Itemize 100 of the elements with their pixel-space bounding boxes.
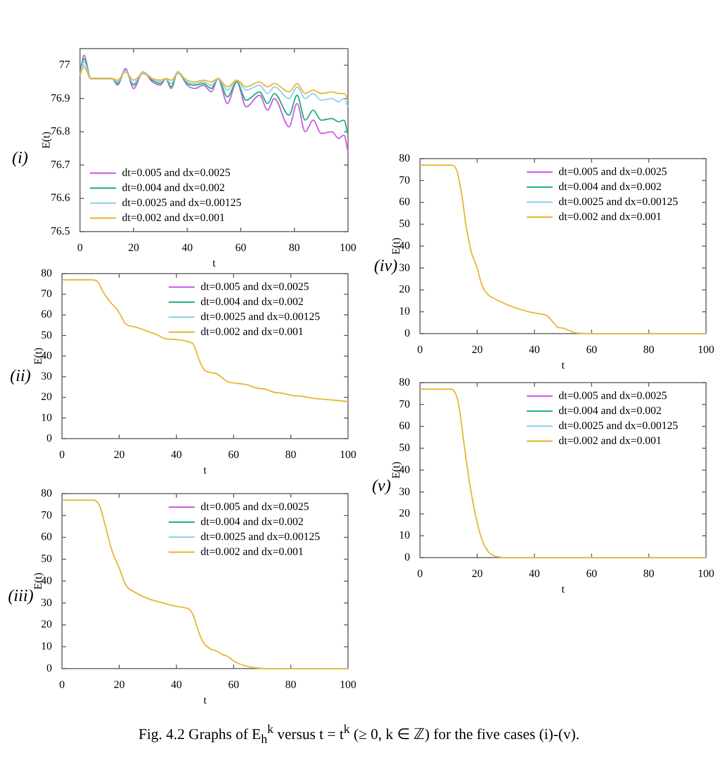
y-tick-label: 70: [399, 174, 410, 186]
x-tick-label: 100: [698, 568, 715, 580]
y-tick-label: 77: [59, 59, 70, 72]
legend-label: dt=0.0025 and dx=0.00125: [122, 196, 242, 209]
y-tick-label: 10: [41, 412, 52, 424]
line-series: [61, 279, 349, 402]
legend-label: dt=0.004 and dx=0.002: [558, 180, 662, 193]
y-tick-label: 10: [41, 640, 52, 653]
x-tick-label: 0: [77, 242, 84, 254]
x-tick-label: 80: [288, 242, 300, 254]
y-tick-label: 80: [399, 152, 410, 164]
y-tick-label: 80: [41, 487, 52, 500]
x-tick-label: 60: [228, 449, 240, 462]
y-tick-label: 70: [41, 509, 52, 522]
line-series: [419, 388, 707, 558]
y-axis-title: E(t): [40, 131, 52, 149]
y-tick-label: 20: [399, 508, 410, 520]
y-tick-label: 60: [41, 531, 52, 544]
x-tick-label: 80: [643, 344, 655, 356]
x-tick-label: 20: [128, 242, 140, 254]
x-tick-label: 100: [698, 344, 715, 356]
y-tick-label: 30: [41, 596, 52, 609]
y-tick-label: 20: [399, 284, 410, 296]
legend-label: dt=0.002 and dx=0.001: [200, 546, 304, 558]
x-tick-label: 0: [417, 568, 424, 580]
x-tick-label: 40: [170, 679, 182, 692]
x-tick-label: 20: [114, 449, 126, 462]
legend-label: dt=0.002 and dx=0.001: [200, 326, 304, 338]
y-tick-label: 76.5: [50, 225, 70, 238]
text: (i): [12, 148, 28, 168]
legend-label: dt=0.0025 and dx=0.00125: [200, 310, 320, 323]
x-tick-label: 40: [170, 449, 182, 462]
legend-label: dt=0.0025 and dx=0.00125: [200, 530, 320, 543]
y-tick-label: 50: [41, 329, 52, 342]
text: (v): [372, 476, 391, 496]
x-tick-label: 40: [528, 568, 540, 580]
x-tick-label: 60: [228, 679, 240, 692]
text: (ii): [10, 366, 31, 386]
line-series: [419, 164, 707, 334]
y-tick-label: 0: [46, 662, 52, 674]
y-tick-label: 80: [41, 267, 52, 280]
legend-label: dt=0.0025 and dx=0.00125: [558, 196, 678, 208]
y-tick-label: 76.7: [50, 158, 70, 171]
x-axis-title: t: [203, 694, 207, 706]
line-series: [79, 58, 349, 136]
legend-label: dt=0.005 and dx=0.0025: [200, 280, 310, 293]
legend-label: dt=0.005 and dx=0.0025: [200, 500, 310, 513]
x-tick-label: 80: [285, 679, 297, 692]
x-tick-label: 100: [340, 679, 357, 692]
legend-label: dt=0.005 and dx=0.0025: [558, 166, 668, 178]
y-tick-label: 60: [41, 308, 52, 321]
y-tick-label: 20: [41, 391, 52, 404]
y-tick-label: 50: [41, 553, 52, 566]
legend-label: dt=0.004 and dx=0.002: [558, 404, 662, 417]
x-tick-label: 60: [586, 568, 598, 580]
y-tick-label: 76.8: [50, 126, 70, 138]
legend-label: dt=0.002 and dx=0.001: [558, 210, 662, 223]
x-tick-label: 40: [528, 344, 540, 356]
x-tick-label: 40: [182, 242, 194, 254]
x-tick-label: 80: [285, 449, 297, 462]
y-tick-label: 20: [41, 618, 52, 631]
x-tick-label: 20: [472, 344, 484, 356]
legend-label: dt=0.0025 and dx=0.00125: [558, 420, 678, 432]
y-tick-label: 50: [399, 218, 410, 230]
x-tick-label: 60: [235, 242, 247, 254]
x-tick-label: 60: [586, 344, 598, 356]
legend-label: dt=0.005 and dx=0.0025: [558, 390, 668, 402]
legend-label: dt=0.004 and dx=0.002: [200, 296, 304, 308]
y-tick-label: 0: [404, 551, 410, 564]
caption: Fig. 4.2 Graphs of E$_{h}$$^{k}$ versus t = t$^{k}$ (≥ 0, k ∈ ℤ) for the five cases (i)-(v).: [137, 722, 581, 747]
x-tick-label: 0: [417, 344, 424, 356]
x-axis-title: t: [212, 257, 216, 270]
y-tick-label: 50: [399, 442, 410, 454]
y-tick-label: 70: [41, 288, 52, 300]
x-tick-label: 100: [340, 242, 357, 254]
y-tick-label: 10: [399, 306, 410, 318]
text: (iv): [374, 256, 398, 276]
line-series: [79, 66, 349, 100]
x-axis-title: t: [561, 359, 565, 372]
legend-label: dt=0.002 and dx=0.001: [558, 434, 662, 447]
y-tick-label: 10: [399, 530, 410, 542]
y-tick-label: 60: [399, 420, 410, 432]
x-axis-title: t: [203, 464, 207, 476]
x-tick-label: 20: [114, 679, 126, 692]
legend-label: dt=0.004 and dx=0.002: [200, 516, 304, 528]
legend-label: dt=0.002 and dx=0.001: [122, 212, 225, 224]
y-tick-label: 0: [404, 327, 410, 340]
y-tick-label: 76.6: [50, 192, 70, 204]
line-series: [79, 54, 349, 152]
legend-label: dt=0.004 and dx=0.002: [122, 182, 225, 194]
y-tick-label: 70: [399, 398, 410, 410]
x-tick-label: 20: [472, 568, 484, 580]
y-tick-label: 30: [399, 262, 410, 274]
y-tick-label: 30: [41, 370, 52, 383]
legend-label: dt=0.005 and dx=0.0025: [122, 166, 231, 179]
line-series: [79, 61, 349, 108]
line-series: [61, 500, 349, 670]
y-tick-label: 60: [399, 196, 410, 208]
text: (iii): [8, 586, 34, 606]
y-tick-label: 80: [399, 376, 410, 388]
